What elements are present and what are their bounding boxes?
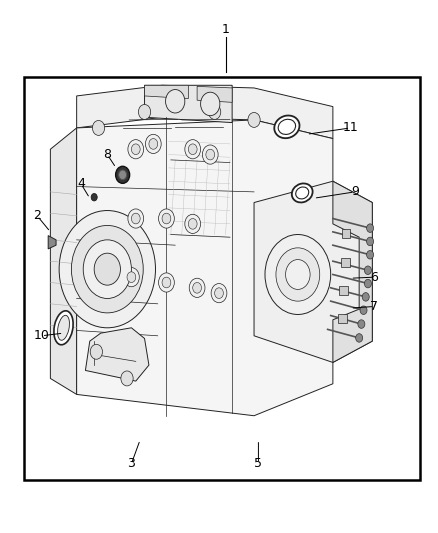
Polygon shape <box>50 128 77 394</box>
Circle shape <box>166 90 185 113</box>
Text: 4: 4 <box>77 177 85 190</box>
Circle shape <box>360 306 367 314</box>
Polygon shape <box>85 328 149 381</box>
Circle shape <box>138 104 151 119</box>
Text: 9: 9 <box>351 185 359 198</box>
Text: 5: 5 <box>254 457 262 470</box>
Circle shape <box>128 140 144 159</box>
Polygon shape <box>145 85 188 99</box>
Circle shape <box>358 320 365 328</box>
Circle shape <box>356 334 363 342</box>
Circle shape <box>127 272 136 282</box>
Circle shape <box>71 225 143 313</box>
Circle shape <box>364 266 371 274</box>
Bar <box>338 314 347 323</box>
Circle shape <box>189 278 205 297</box>
Circle shape <box>185 214 201 233</box>
Circle shape <box>201 92 220 116</box>
Text: 6: 6 <box>371 271 378 284</box>
Circle shape <box>364 279 371 288</box>
Circle shape <box>265 235 331 314</box>
Bar <box>339 286 348 295</box>
Circle shape <box>128 209 144 228</box>
Circle shape <box>202 145 218 164</box>
Circle shape <box>162 213 171 224</box>
Ellipse shape <box>296 187 309 199</box>
Circle shape <box>145 134 161 154</box>
Circle shape <box>215 288 223 298</box>
Circle shape <box>367 224 374 232</box>
Ellipse shape <box>292 183 313 203</box>
Circle shape <box>92 120 105 135</box>
Circle shape <box>149 139 158 149</box>
Text: 8: 8 <box>103 148 111 161</box>
Text: 1: 1 <box>222 23 230 36</box>
Text: 2: 2 <box>33 209 41 222</box>
Bar <box>24 77 420 480</box>
Circle shape <box>188 219 197 229</box>
Polygon shape <box>48 236 56 249</box>
Ellipse shape <box>54 311 73 345</box>
Ellipse shape <box>116 166 130 183</box>
Circle shape <box>159 273 174 292</box>
Ellipse shape <box>278 119 296 134</box>
Text: 11: 11 <box>343 122 358 134</box>
Ellipse shape <box>57 316 70 340</box>
Circle shape <box>162 277 171 288</box>
Circle shape <box>121 371 133 386</box>
Circle shape <box>286 260 310 289</box>
Polygon shape <box>254 181 372 362</box>
Circle shape <box>83 240 131 298</box>
Circle shape <box>248 112 260 127</box>
Circle shape <box>367 237 374 246</box>
Circle shape <box>59 211 155 328</box>
Circle shape <box>90 344 102 359</box>
Bar <box>342 229 350 238</box>
Circle shape <box>367 251 374 259</box>
Circle shape <box>124 268 139 287</box>
Circle shape <box>91 193 97 201</box>
Circle shape <box>159 209 174 228</box>
Circle shape <box>208 104 221 119</box>
Ellipse shape <box>274 116 300 138</box>
Ellipse shape <box>119 170 127 180</box>
Polygon shape <box>77 120 333 416</box>
Circle shape <box>131 144 140 155</box>
Circle shape <box>206 149 215 160</box>
Bar <box>341 258 350 266</box>
Polygon shape <box>333 181 372 362</box>
Text: 7: 7 <box>371 300 378 313</box>
Circle shape <box>193 282 201 293</box>
Polygon shape <box>77 85 333 139</box>
Circle shape <box>94 253 120 285</box>
Polygon shape <box>145 85 232 123</box>
Circle shape <box>185 140 201 159</box>
Text: 3: 3 <box>127 457 135 470</box>
Text: 10: 10 <box>34 329 49 342</box>
Circle shape <box>131 213 140 224</box>
Circle shape <box>362 293 369 301</box>
Circle shape <box>276 248 320 301</box>
Circle shape <box>188 144 197 155</box>
Circle shape <box>211 284 227 303</box>
Polygon shape <box>197 86 232 102</box>
